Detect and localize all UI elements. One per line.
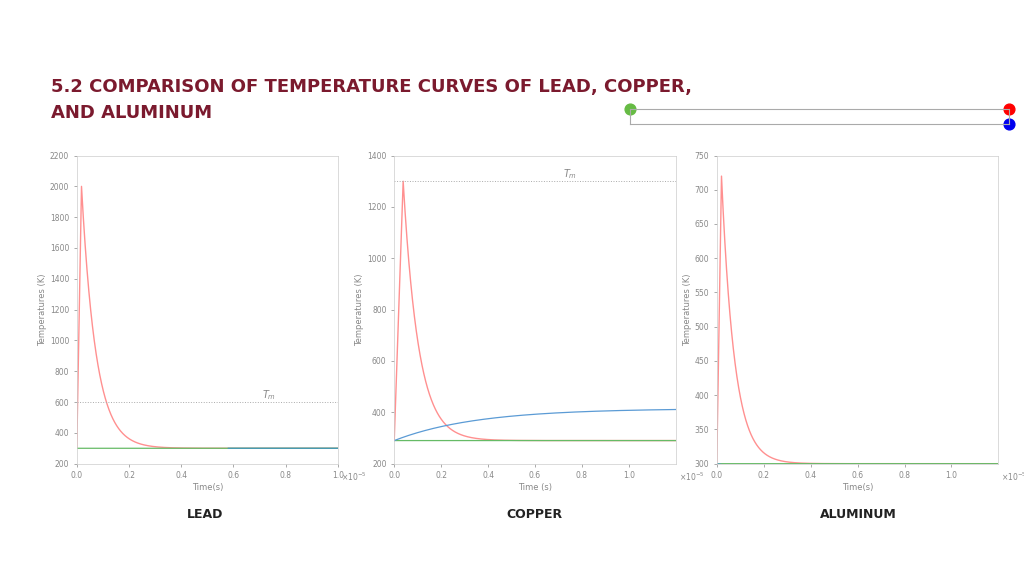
Text: $\times10^{-5}$: $\times10^{-5}$ <box>341 470 366 483</box>
Y-axis label: Temperatures (K): Temperatures (K) <box>355 274 365 346</box>
Y-axis label: Temperatures (K): Temperatures (K) <box>683 274 692 346</box>
Text: $\times10^{-5}$: $\times10^{-5}$ <box>679 470 705 483</box>
X-axis label: Time (s): Time (s) <box>518 483 552 492</box>
Point <box>1000 119 1017 128</box>
X-axis label: Time(s): Time(s) <box>842 483 873 492</box>
Point <box>1000 105 1017 114</box>
Point <box>622 105 638 114</box>
Text: 5.2 COMPARISON OF TEMPERATURE CURVES OF LEAD, COPPER,: 5.2 COMPARISON OF TEMPERATURE CURVES OF … <box>51 78 692 96</box>
Text: $T_m$: $T_m$ <box>563 168 578 181</box>
Text: ALUMINUM: ALUMINUM <box>820 509 896 521</box>
Text: $\times10^{-5}$: $\times10^{-5}$ <box>1001 470 1024 483</box>
Text: LEAD: LEAD <box>186 509 223 521</box>
Y-axis label: Temperatures (K): Temperatures (K) <box>38 274 47 346</box>
X-axis label: Time(s): Time(s) <box>191 483 223 492</box>
Text: $T_m$: $T_m$ <box>262 388 276 402</box>
Text: COPPER: COPPER <box>507 509 562 521</box>
Text: AND ALUMINUM: AND ALUMINUM <box>51 104 212 122</box>
